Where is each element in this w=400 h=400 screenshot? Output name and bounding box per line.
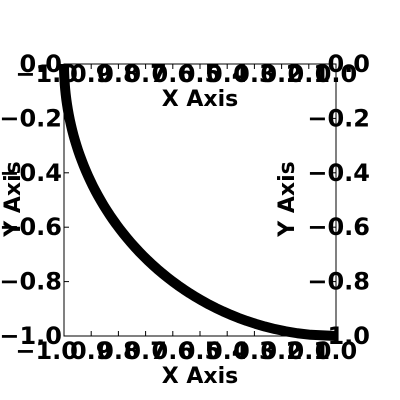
bottom-x-tick-label-4: 0.6	[152, 337, 195, 365]
right-y-tick-label-0: 0.0	[327, 50, 370, 78]
top-x-tick-label-1: 0.9	[70, 60, 113, 88]
left-y-tick-label-4: −0.8	[0, 268, 62, 296]
bottom-x-axis-title: X Axis	[162, 364, 238, 389]
bottom-x-tick-label-3: 0.7	[124, 337, 167, 365]
right-y-tick-label-3: −0.6	[307, 213, 370, 241]
top-x-tick-label-10: 0.0	[315, 60, 358, 88]
left-y-tick-label-0: 0.0	[19, 50, 62, 78]
top-x-axis-title: X Axis	[162, 87, 238, 112]
bottom-x-tick-label-9: 0.1	[288, 337, 331, 365]
left-y-axis-title: Y Axis	[1, 161, 26, 237]
bottom-x-tick-label-0: −1.0	[15, 337, 78, 365]
right-axis-ticks: 0.0 −0.2 −0.4 −0.6 −0.8 −1.0	[307, 50, 370, 350]
bottom-x-tick-label-6: 0.4	[206, 337, 249, 365]
series-line-0	[59, 63, 337, 341]
right-y-tick-label-2: −0.4	[307, 159, 370, 187]
right-y-tick-label-5: −1.0	[307, 322, 370, 350]
left-axis-ticks: 0.0 −0.2 −0.4 −0.6 −0.8 −1.0	[0, 50, 69, 350]
top-x-tick-label-4: 0.6	[152, 60, 195, 88]
left-y-tick-label-1: −0.2	[0, 104, 62, 132]
top-x-tick-label-9: 0.1	[288, 60, 331, 88]
top-x-tick-label-6: 0.4	[206, 60, 249, 88]
right-y-tick-label-1: −0.2	[307, 104, 370, 132]
top-x-tick-label-5: 0.5	[179, 60, 222, 88]
left-y-tick-label-5: −1.0	[0, 322, 62, 350]
bottom-axis-ticks: −1.00.90.80.70.60.50.40.30.20.10.0	[15, 331, 357, 365]
plot-frame	[63, 63, 337, 337]
bottom-x-tick-label-2: 0.8	[97, 337, 140, 365]
bottom-x-tick-label-1: 0.9	[70, 337, 113, 365]
right-y-tick-label-4: −0.8	[307, 268, 370, 296]
top-axis-ticks: −1.00.90.80.70.60.50.40.30.20.10.0	[15, 60, 357, 88]
top-x-tick-label-3: 0.7	[124, 60, 167, 88]
plot-area	[59, 63, 337, 341]
left-y-tick-label-2: −0.4	[0, 159, 62, 187]
bottom-x-tick-label-7: 0.3	[233, 337, 276, 365]
bottom-x-tick-label-5: 0.5	[179, 337, 222, 365]
top-x-tick-label-0: −1.0	[15, 60, 78, 88]
top-x-tick-label-7: 0.3	[233, 60, 276, 88]
top-x-tick-label-2: 0.8	[97, 60, 140, 88]
bottom-x-tick-label-8: 0.2	[260, 337, 303, 365]
top-x-tick-label-8: 0.2	[260, 60, 303, 88]
right-y-axis-title: Y Axis	[275, 161, 300, 237]
bottom-x-tick-label-10: 0.0	[315, 337, 358, 365]
left-y-tick-label-3: −0.6	[0, 213, 62, 241]
